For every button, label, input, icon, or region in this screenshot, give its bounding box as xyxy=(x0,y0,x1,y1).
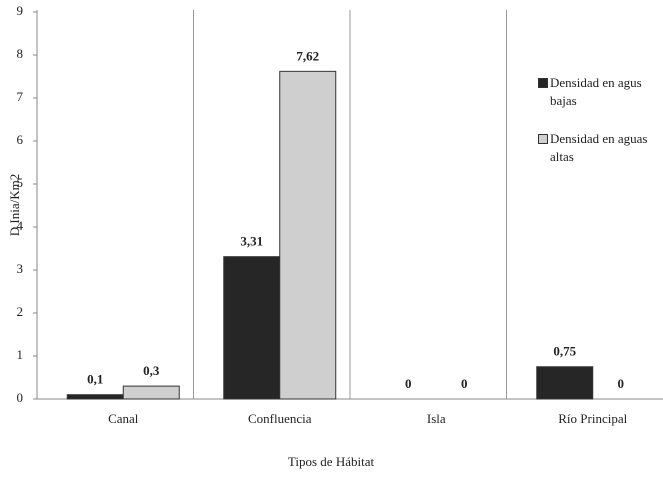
bar xyxy=(536,366,594,400)
legend-swatch xyxy=(538,78,548,88)
value-label: 0 xyxy=(405,376,412,391)
value-label: 0,1 xyxy=(87,372,103,387)
legend-item: Densidad en aguas altas xyxy=(538,130,648,166)
x-tick-label: Canal xyxy=(108,411,139,426)
bar xyxy=(122,385,180,400)
value-label: 3,31 xyxy=(240,234,263,249)
value-label: 0 xyxy=(618,376,625,391)
y-tick-label: 2 xyxy=(17,304,24,319)
value-label: 0,75 xyxy=(553,344,576,359)
value-label: 0 xyxy=(461,376,468,391)
x-tick-label: Río Principal xyxy=(558,411,627,426)
legend-swatch xyxy=(538,134,548,144)
bar xyxy=(223,256,281,400)
x-tick-label: Isla xyxy=(427,411,446,426)
legend-item: Densidad en agus bajas xyxy=(538,74,648,110)
legend-label: Densidad en aguas altas xyxy=(550,131,648,164)
x-tick-label: Confluencia xyxy=(248,411,312,426)
bar xyxy=(66,394,124,400)
y-tick-label: 9 xyxy=(17,3,24,18)
x-axis-title: Tipos de Hábitat xyxy=(288,454,375,469)
value-label: 7,62 xyxy=(296,48,319,63)
y-axis-title: D Inia/Km2 xyxy=(7,174,22,236)
legend-label: Densidad en agus bajas xyxy=(550,75,642,108)
value-label: 0,3 xyxy=(143,363,160,378)
y-tick-label: 0 xyxy=(17,390,24,405)
y-tick-label: 8 xyxy=(17,46,24,61)
y-tick-label: 5 xyxy=(17,175,24,190)
y-tick-label: 3 xyxy=(17,261,24,276)
y-tick-label: 6 xyxy=(17,132,24,147)
y-tick-label: 1 xyxy=(17,347,24,362)
y-tick-label: 4 xyxy=(17,218,24,233)
y-tick-label: 7 xyxy=(17,89,24,104)
bar xyxy=(279,70,337,400)
